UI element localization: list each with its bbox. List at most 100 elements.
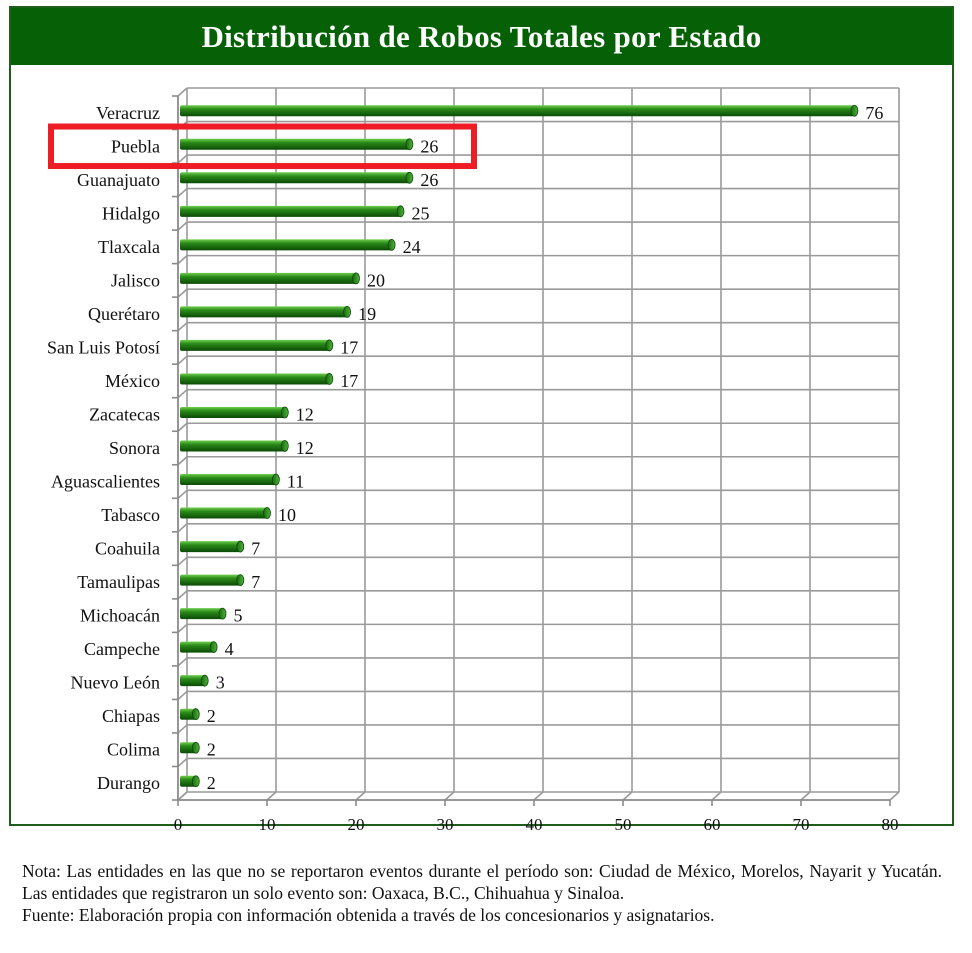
- highlight: [48, 123, 477, 170]
- gridline-side: [177, 389, 188, 399]
- bar-body: [180, 239, 392, 251]
- bar-cap: [343, 306, 352, 318]
- bar-body: [180, 272, 356, 284]
- bar-body: [180, 507, 267, 519]
- bar: [180, 406, 289, 419]
- bar-cap: [191, 708, 200, 721]
- bar: [180, 574, 245, 586]
- bar-body: [180, 172, 410, 184]
- value-label: 3: [216, 673, 225, 693]
- bar: [180, 205, 405, 218]
- bar: [180, 741, 200, 754]
- bar: [180, 238, 396, 251]
- category-label: Michoacán: [80, 606, 160, 626]
- gridline-side: [177, 322, 188, 332]
- bar: [180, 272, 360, 285]
- value-label: 17: [340, 371, 358, 391]
- value-label: 2: [207, 706, 216, 726]
- bar-cap: [325, 373, 334, 385]
- bar-cap: [191, 741, 200, 754]
- bar: [180, 708, 200, 721]
- x-tick-label: 0: [174, 815, 183, 834]
- category-label: San Luis Potosí: [47, 337, 160, 357]
- gridline-side: [177, 355, 188, 365]
- gridline-floor: [533, 791, 544, 801]
- bar: [180, 607, 227, 620]
- category-label: Puebla: [111, 136, 160, 156]
- bar: [180, 507, 271, 519]
- bar-body: [180, 205, 401, 217]
- bar-cap: [850, 104, 859, 117]
- bar-cap: [200, 674, 209, 687]
- bar-body: [180, 105, 855, 117]
- gridline-side: [177, 489, 188, 499]
- chart-title: Distribución de Robos Totales por Estado: [201, 18, 762, 54]
- chart-frame: Distribución de Robos Totales por Estado: [9, 6, 954, 826]
- category-label: Hidalgo: [102, 203, 160, 223]
- gridline-floor: [622, 791, 633, 801]
- bar-cap: [236, 540, 245, 553]
- bar-chart: 0 10 20 30 40 50 60 70 80 Veracruz 76 Puebla 26 Guana…: [47, 87, 900, 834]
- bar-cap: [405, 171, 414, 184]
- bar-cap: [263, 507, 271, 519]
- value-label: 7: [251, 539, 260, 559]
- labels: 0 10 20 30 40 50 60 70 80 Veracruz 76 Puebla 26 Guana…: [47, 103, 899, 834]
- bar-body: [180, 306, 348, 318]
- grid: [177, 87, 900, 801]
- gridline-side: [177, 87, 188, 97]
- bar-body: [180, 440, 285, 452]
- value-label: 5: [234, 606, 243, 626]
- gridline-floor: [355, 791, 366, 801]
- gridline-side: [177, 255, 188, 265]
- value-label: 76: [865, 103, 883, 123]
- value-label: 12: [296, 438, 314, 458]
- note-text: Nota: Las entidades en las que no se rep…: [22, 861, 942, 903]
- gridline-side: [177, 456, 188, 466]
- category-label: Nuevo León: [71, 673, 160, 693]
- gridline-floor: [444, 791, 455, 801]
- chart-title-bar: Distribución de Robos Totales por Estado: [11, 8, 952, 65]
- gridline-side: [177, 556, 188, 566]
- bar-body: [180, 675, 205, 687]
- bar: [180, 171, 414, 184]
- bar-cap: [405, 138, 414, 151]
- bar: [180, 674, 209, 687]
- category-label: Guanajuato: [77, 170, 160, 190]
- bar-cap: [352, 272, 360, 285]
- bar-body: [180, 608, 223, 620]
- value-label: 4: [225, 639, 234, 659]
- gridline-side: [177, 623, 188, 633]
- gridline-side: [177, 187, 188, 198]
- gridline-floor: [266, 791, 277, 801]
- bar: [180, 104, 859, 117]
- value-label: 17: [340, 337, 358, 357]
- bar: [180, 373, 334, 385]
- category-label: Campeche: [84, 639, 160, 659]
- bar-cap: [236, 574, 245, 586]
- bar-cap: [191, 775, 200, 788]
- category-label: Tlaxcala: [98, 237, 160, 257]
- category-label: México: [105, 371, 160, 391]
- gridline-side: [177, 221, 188, 231]
- gridline-floor: [800, 791, 811, 801]
- value-label: 26: [420, 136, 438, 156]
- bar: [180, 775, 200, 788]
- value-label: 19: [358, 304, 376, 324]
- value-label: 24: [403, 237, 421, 257]
- gridline-floor: [889, 791, 900, 801]
- x-tick-label: 60: [704, 815, 721, 834]
- x-tick-label: 20: [348, 815, 365, 834]
- bar-body: [180, 373, 330, 385]
- gridline-side: [177, 523, 188, 533]
- gridline-side: [177, 154, 188, 164]
- gridline-floor: [711, 791, 722, 801]
- x-tick-label: 70: [793, 815, 810, 834]
- category-label: Durango: [97, 773, 160, 793]
- source-text: Fuente: Elaboración propia con informaci…: [22, 905, 715, 925]
- category-label: Jalisco: [111, 270, 160, 290]
- category-label: Aguascalientes: [51, 472, 160, 492]
- bar-body: [180, 641, 214, 653]
- value-label: 11: [287, 472, 304, 492]
- gridline-side: [177, 690, 188, 701]
- gridline-side: [177, 590, 188, 600]
